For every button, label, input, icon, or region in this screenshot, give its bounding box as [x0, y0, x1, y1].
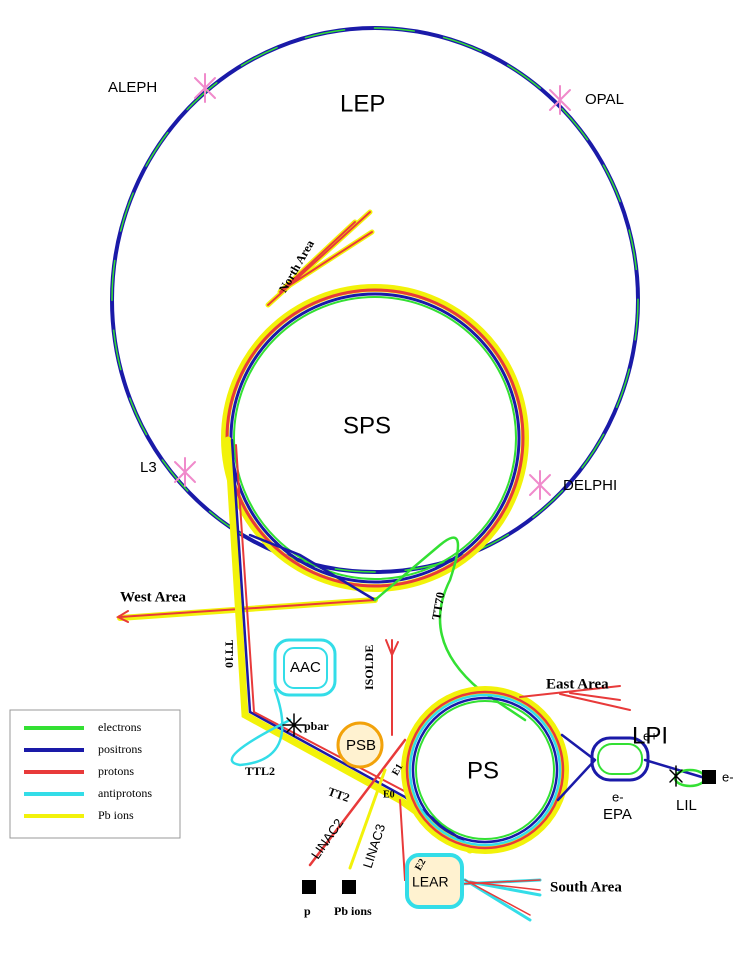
legend-label: positrons [98, 742, 142, 756]
label: e- [612, 789, 624, 804]
ps-ring [411, 696, 559, 844]
ps-ring [401, 686, 569, 854]
label: DELPHI [563, 477, 617, 494]
label: PS [467, 757, 499, 784]
label: e- [722, 769, 734, 784]
label: ISOLDE [362, 645, 376, 690]
label: SPS [343, 412, 391, 439]
source-e [702, 770, 716, 784]
lear-ring [405, 853, 464, 909]
experiment-markers [174, 73, 571, 500]
lpi-line [556, 733, 597, 802]
label: PSB [346, 737, 376, 754]
label: LEP [340, 90, 385, 117]
ps-ring [408, 693, 562, 847]
label: West Area [120, 589, 186, 605]
aac-ring [273, 638, 337, 697]
aac-ring [283, 647, 328, 689]
east-area-lines [519, 685, 631, 711]
legend-label: antiprotons [98, 786, 152, 800]
label: p [304, 904, 311, 918]
sps-ring [229, 292, 521, 584]
label: East Area [546, 676, 609, 692]
label: E2 [413, 857, 428, 873]
source-pb [342, 880, 356, 894]
legend: electrons positrons protons antiprotons Pb i… [24, 720, 152, 822]
label: ALEPH [108, 79, 157, 96]
source-p [302, 880, 316, 894]
lep-ring-electrons [111, 27, 639, 573]
label: LEAR [412, 874, 449, 890]
label: TT10 [222, 640, 236, 668]
beamlines [110, 26, 707, 922]
transfer-line [248, 533, 377, 602]
label: LIL [676, 797, 697, 814]
ttl2-line [230, 688, 292, 767]
tt10-line [230, 438, 474, 850]
target-marker [282, 713, 306, 737]
epa-ring [597, 743, 643, 775]
tt10-line [224, 436, 474, 854]
target-marker [669, 765, 683, 787]
label: TT2 [326, 784, 351, 805]
ps-ring [415, 700, 555, 840]
label: EPA [603, 806, 632, 823]
label: LINAC2 [308, 816, 346, 862]
label: AAC [290, 659, 321, 676]
label: Pb ions [334, 904, 372, 918]
psb-ring [336, 721, 384, 769]
isolde-line [385, 639, 399, 736]
label: E1 [390, 762, 405, 778]
label: e+ [643, 728, 658, 743]
tt70-line [373, 536, 527, 722]
label: LPI [632, 722, 668, 749]
legend-label: Pb ions [98, 808, 134, 822]
north-area-lines [267, 211, 373, 306]
epa-ring [590, 736, 650, 782]
label: TT70 [429, 591, 448, 621]
ps-ring [405, 690, 565, 850]
label: E0 [383, 789, 395, 800]
label: OPAL [585, 91, 624, 108]
sps-ring [233, 296, 517, 580]
arrow [115, 610, 129, 623]
label: pbar [304, 719, 329, 733]
legend-label: electrons [98, 720, 142, 734]
label: TTL2 [245, 764, 275, 778]
linac2-line [308, 738, 407, 867]
lil-line [643, 758, 707, 780]
legend-label: protons [98, 764, 134, 778]
label: South Area [550, 879, 622, 895]
sps-ring [221, 284, 529, 592]
linac3-line [348, 768, 387, 870]
label: L3 [140, 459, 157, 476]
